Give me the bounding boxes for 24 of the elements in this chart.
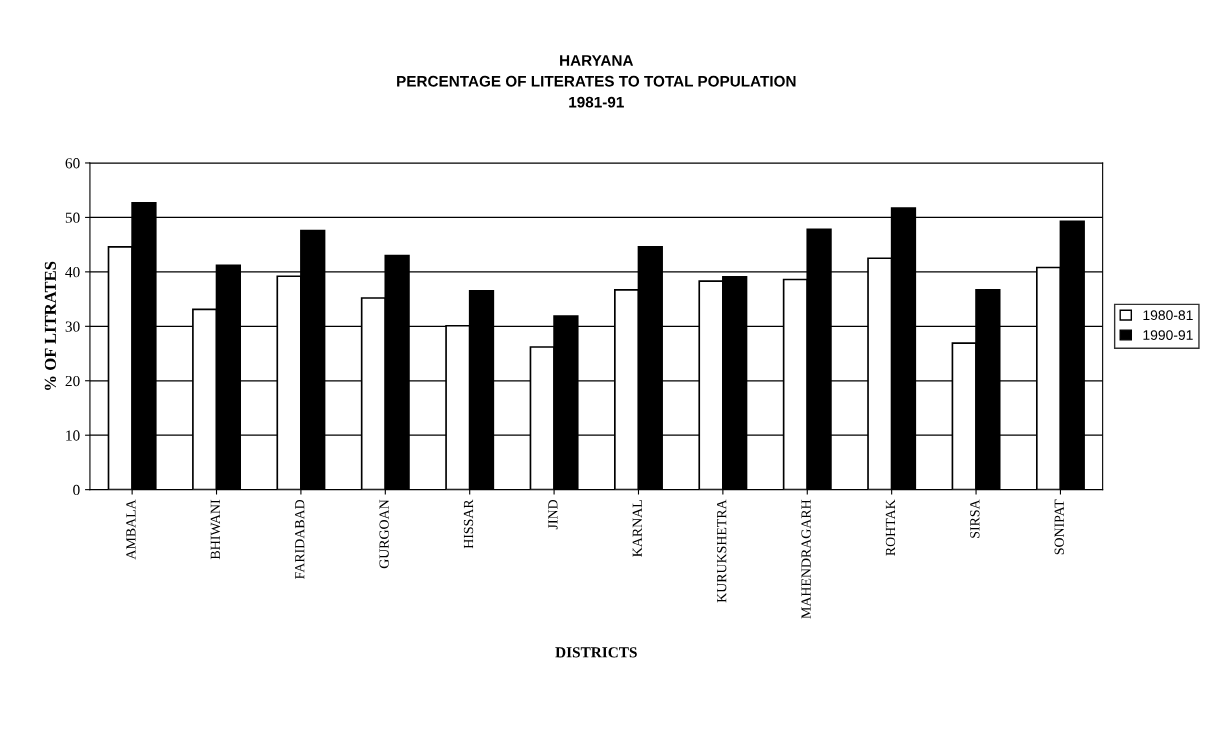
x-tick-label: FARIDABAD	[295, 499, 305, 579]
y-axis-title: % OF LITRATES	[44, 261, 57, 390]
x-tick-label: KARNAL	[632, 500, 642, 557]
x-axis-title: DISTRICTS	[555, 647, 637, 658]
chart-title: HARYANA PERCENTAGE OF LITERATES TO TOTAL POPULATION 1981-91	[397, 55, 796, 108]
x-tick-label: SIRSA	[970, 499, 980, 538]
x-tick-label: HISSAR	[463, 499, 474, 549]
x-tick-label: GURGOAN	[379, 499, 389, 569]
y-tick-label: 20	[65, 375, 80, 387]
x-tick-label: JIND	[548, 499, 558, 530]
y-tick-label: 50	[65, 212, 80, 223]
x-tick-label: MAHENDRAGARH	[801, 499, 811, 619]
x-tick-label: KURUKSHETRA	[717, 499, 727, 603]
x-tick-label: ROHTAK	[885, 499, 896, 556]
y-tick-label: 60	[65, 158, 80, 169]
legend-label: 1980-81	[1143, 310, 1193, 321]
legend-label: 1990-91	[1143, 330, 1193, 340]
y-tick-label: 10	[66, 430, 80, 441]
x-tick-label: BHIWANI	[210, 499, 221, 560]
y-tick-label: 30	[65, 321, 80, 332]
x-tick-label: SONIPAT	[1054, 499, 1064, 555]
y-tick-label: 0	[73, 484, 80, 496]
y-tick-label: 40	[65, 267, 80, 278]
x-tick-label: AMBALA	[126, 499, 136, 560]
